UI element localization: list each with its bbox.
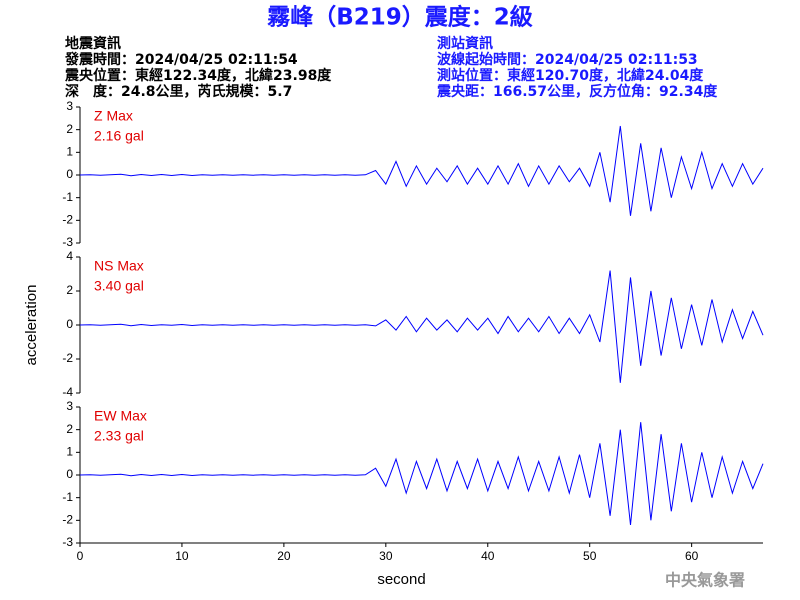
y-tick-label: 0 [66,317,73,331]
x-tick-label: 60 [685,549,699,563]
y-tick-label: -2 [62,513,73,527]
info-line: 測站位置：東經120.70度，北緯24.04度 [437,67,704,84]
x-tick-label: 10 [175,549,189,563]
y-tick-label: 2 [66,422,73,436]
y-tick-label: 3 [66,399,73,413]
x-axis-label: second [377,571,425,588]
waveform [79,422,764,525]
max-label: EW Max [94,408,147,424]
x-tick-label: 50 [583,549,597,563]
waveform [79,125,764,216]
waveform [79,270,764,383]
chart-title: 霧峰（B219）震度：2級 [267,4,533,31]
max-label: Z Max [94,108,133,124]
max-value: 3.40 gal [94,278,144,294]
max-label: NS Max [94,258,144,274]
y-tick-label: 1 [66,145,73,159]
max-value: 2.33 gal [94,428,144,444]
y-tick-label: 0 [66,167,73,181]
y-tick-label: -1 [62,190,73,204]
y-tick-label: 1 [66,445,73,459]
y-tick-label: 4 [66,249,73,263]
max-value: 2.16 gal [94,128,144,144]
info-line: 地震資訊 [65,35,121,52]
y-axis-label: acceleration [23,285,40,366]
y-tick-label: 2 [66,283,73,297]
y-tick-label: -4 [62,385,73,399]
y-tick-label: 0 [66,467,73,481]
y-tick-label: -2 [62,351,73,365]
footer: 中央氣象署 [665,571,745,590]
y-tick-label: -3 [62,235,73,249]
y-tick-label: 2 [66,122,73,136]
info-line: 震央距：166.57公里，反方位角：92.34度 [436,83,718,100]
info-line: 深 度：24.8公里，芮氏規模：5.7 [65,83,292,100]
y-tick-label: -1 [62,490,73,504]
x-tick-label: 0 [77,549,84,563]
y-tick-label: -2 [62,213,73,227]
y-tick-label: -3 [62,535,73,549]
x-tick-label: 30 [379,549,393,563]
info-line: 測站資訊 [437,35,493,52]
x-tick-label: 40 [481,549,495,563]
info-line: 震央位置：東經122.34度，北緯23.98度 [64,67,332,84]
info-line: 發震時間：2024/04/25 02:11:54 [64,51,298,68]
info-line: 波線起始時間：2024/04/25 02:11:53 [437,51,698,68]
y-tick-label: 3 [66,99,73,113]
x-tick-label: 20 [277,549,291,563]
